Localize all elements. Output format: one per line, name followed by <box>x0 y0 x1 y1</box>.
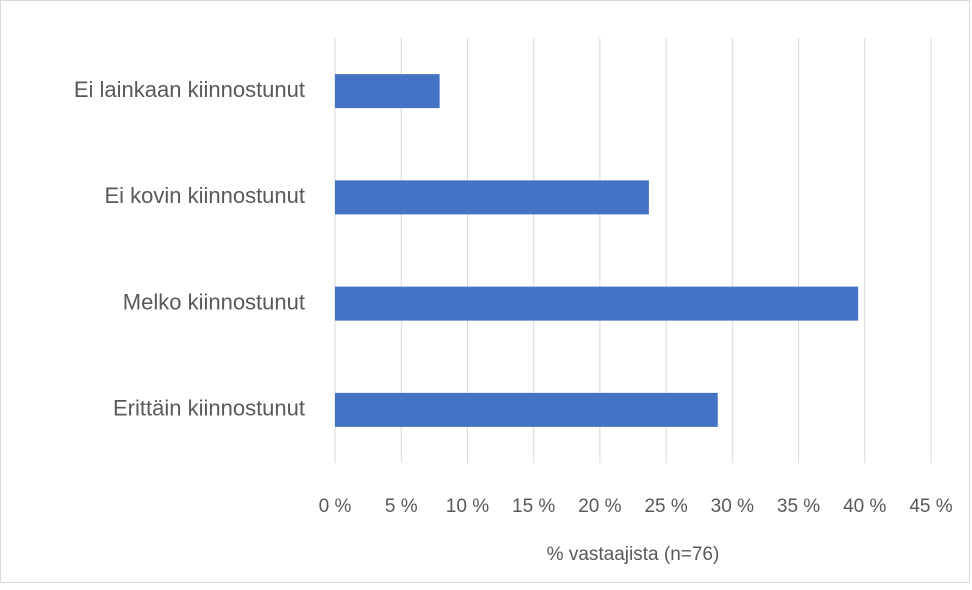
y-tick-label: Ei kovin kiinnostunut <box>104 183 305 208</box>
x-tick-label: 40 % <box>843 496 886 517</box>
y-tick-label: Melko kiinnostunut <box>123 289 305 314</box>
x-tick-label: 15 % <box>512 496 555 517</box>
x-tick-label: 5 % <box>385 496 418 517</box>
bar <box>335 286 859 321</box>
x-tick-label: 30 % <box>711 496 754 517</box>
y-tick-label: Ei lainkaan kiinnostunut <box>74 77 305 102</box>
x-axis-label: % vastaajista (n=76) <box>547 544 720 565</box>
x-tick-label: 10 % <box>446 496 489 517</box>
bar <box>335 74 440 109</box>
bar <box>335 180 649 215</box>
x-tick-label: 0 % <box>319 496 352 517</box>
x-tick-label: 20 % <box>578 496 621 517</box>
x-tick-label: 25 % <box>644 496 687 517</box>
bar <box>335 392 718 427</box>
x-tick-label: 45 % <box>909 496 952 517</box>
x-tick-label: 35 % <box>777 496 820 517</box>
y-tick-label: Erittäin kiinnostunut <box>113 396 305 421</box>
